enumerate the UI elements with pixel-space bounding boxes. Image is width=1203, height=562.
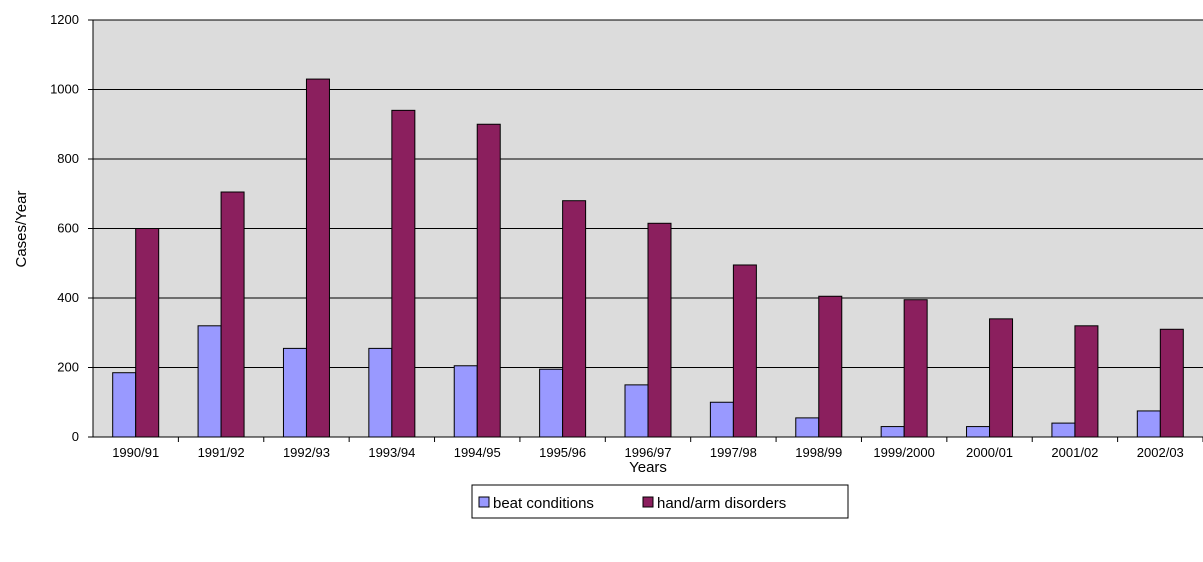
y-tick-label: 0 bbox=[72, 429, 79, 444]
x-tick-label: 1996/97 bbox=[625, 445, 672, 460]
bar-beat-conditions bbox=[880, 426, 905, 438]
bar-beat-conditions bbox=[368, 347, 393, 438]
y-tick-label: 200 bbox=[57, 360, 79, 375]
bar-beat-conditions bbox=[112, 372, 137, 438]
y-tick-label: 1000 bbox=[50, 82, 79, 97]
bar-hand-arm-disorders bbox=[476, 123, 501, 438]
x-tick-label: 1997/98 bbox=[710, 445, 757, 460]
bar-beat-conditions bbox=[1051, 422, 1076, 438]
bar-hand-arm-disorders bbox=[732, 264, 757, 438]
legend: beat conditions hand/arm disorders bbox=[471, 484, 849, 519]
bar-beat-conditions bbox=[709, 401, 734, 438]
y-tick-label: 400 bbox=[57, 290, 79, 305]
bars bbox=[112, 78, 1184, 438]
bar-beat-conditions bbox=[795, 417, 820, 438]
x-tick-label: 1994/95 bbox=[454, 445, 501, 460]
x-tick-label: 2000/01 bbox=[966, 445, 1013, 460]
bar-hand-arm-disorders bbox=[1159, 328, 1184, 438]
x-tick-label: 1999/2000 bbox=[873, 445, 934, 460]
bar-hand-arm-disorders bbox=[647, 222, 672, 438]
x-tick-label: 2001/02 bbox=[1051, 445, 1098, 460]
bar-hand-arm-disorders bbox=[903, 299, 928, 438]
bar-hand-arm-disorders bbox=[818, 295, 843, 438]
y-tick-label: 800 bbox=[57, 151, 79, 166]
y-tick-label: 600 bbox=[57, 221, 79, 236]
x-axis-ticks: 1990/91 1991/92 1992/93 1993/94 1994/95 1995/… bbox=[112, 437, 1203, 460]
x-axis-title: Years bbox=[629, 459, 667, 476]
bar-beat-conditions bbox=[282, 347, 307, 438]
bar-hand-arm-disorders bbox=[1074, 325, 1099, 438]
x-tick-label: 1991/92 bbox=[198, 445, 245, 460]
bar-hand-arm-disorders bbox=[220, 191, 245, 438]
bar-beat-conditions bbox=[966, 426, 991, 438]
bar-hand-arm-disorders bbox=[562, 200, 587, 438]
bar-beat-conditions bbox=[197, 325, 222, 438]
legend-label-hand-arm-disorders: hand/arm disorders bbox=[657, 495, 786, 512]
x-tick-label: 2002/03 bbox=[1137, 445, 1184, 460]
y-tick-label: 1200 bbox=[50, 12, 79, 27]
bar-hand-arm-disorders bbox=[989, 318, 1014, 438]
x-tick-label: 1992/93 bbox=[283, 445, 330, 460]
bar-beat-conditions bbox=[624, 384, 649, 438]
y-axis-title: Cases/Year bbox=[13, 191, 30, 268]
x-tick-label: 1995/96 bbox=[539, 445, 586, 460]
bar-hand-arm-disorders bbox=[135, 228, 160, 438]
bar-beat-conditions bbox=[539, 368, 564, 438]
bar-hand-arm-disorders bbox=[305, 78, 330, 438]
legend-swatch-beat-conditions bbox=[478, 496, 490, 508]
bar-hand-arm-disorders bbox=[391, 109, 416, 438]
legend-box bbox=[471, 484, 849, 519]
legend-swatch-hand-arm-disorders bbox=[642, 496, 654, 508]
legend-label-beat-conditions: beat conditions bbox=[493, 495, 594, 512]
bar-beat-conditions bbox=[453, 365, 478, 438]
x-tick-label: 1993/94 bbox=[368, 445, 415, 460]
bar-beat-conditions bbox=[1136, 410, 1161, 438]
x-tick-label: 1998/99 bbox=[795, 445, 842, 460]
y-axis-ticks: 0 200 400 600 800 1000 1200 bbox=[50, 12, 93, 444]
x-tick-label: 1990/91 bbox=[112, 445, 159, 460]
